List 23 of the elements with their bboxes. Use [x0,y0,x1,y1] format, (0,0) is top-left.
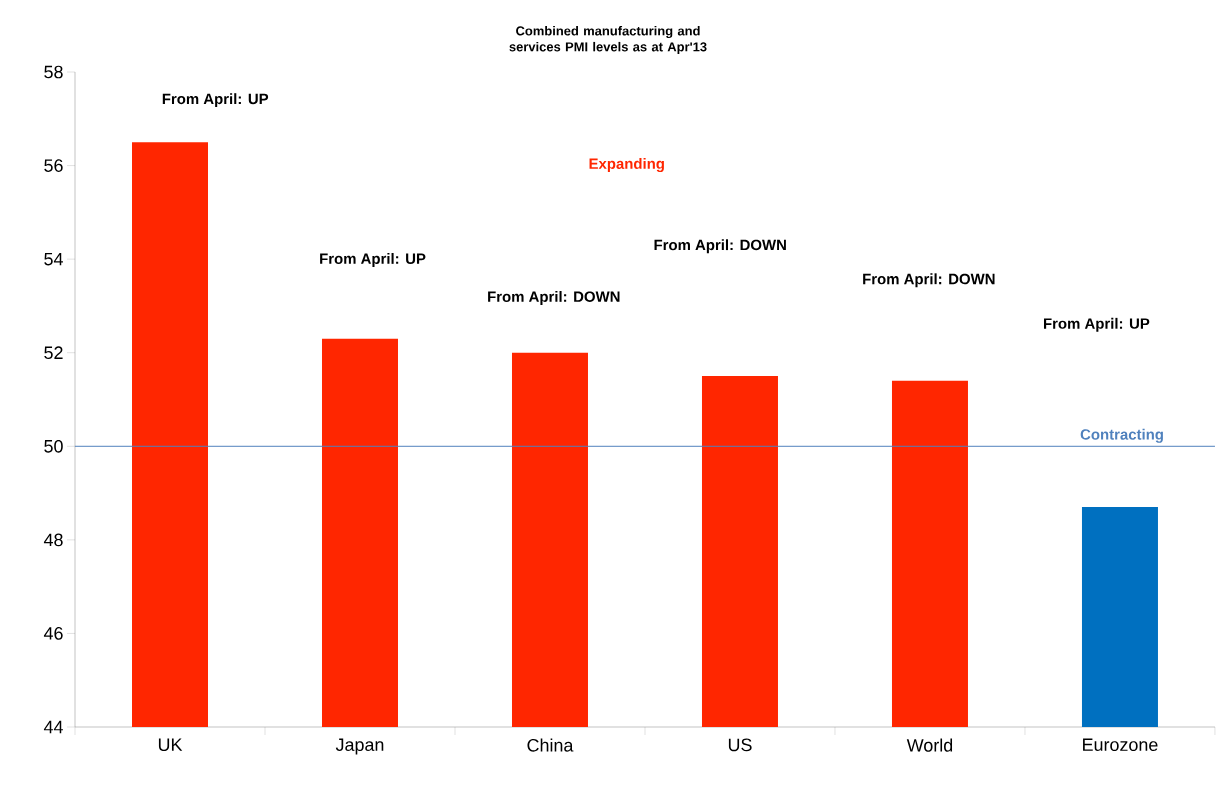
annotation: From April: UP [320,253,426,267]
y-tick-label: 58 [44,65,63,79]
y-tick-label: 52 [44,346,63,360]
annotation: From April: DOWN [654,239,786,254]
annotation: Expanding [589,158,664,173]
annotation: From April: UP [1043,317,1150,332]
y-tick-label: 48 [43,533,63,547]
y-tick-label: 46 [43,627,63,640]
chart-title: Combined manufacturing and services PMI levels as at Apr'13 [509,25,707,54]
annotation: From April: UP [162,93,269,108]
x-tick-label: China [527,738,574,752]
y-tick-label: 56 [44,159,63,172]
annotation: From April: DOWN [863,273,995,288]
y-tick-label: 54 [44,252,63,266]
x-tick-label: UK [158,738,183,752]
y-tick-label: 44 [43,720,63,734]
x-tick-label: US [728,738,752,752]
x-tick-label: World [906,738,953,752]
ref-line-label: Contracting [1080,428,1163,443]
y-tick-label: 50 [44,439,63,453]
x-tick-label: Japan [335,738,384,755]
annotation: From April: DOWN [488,291,620,305]
x-tick-label: Eurozone [1083,738,1158,752]
